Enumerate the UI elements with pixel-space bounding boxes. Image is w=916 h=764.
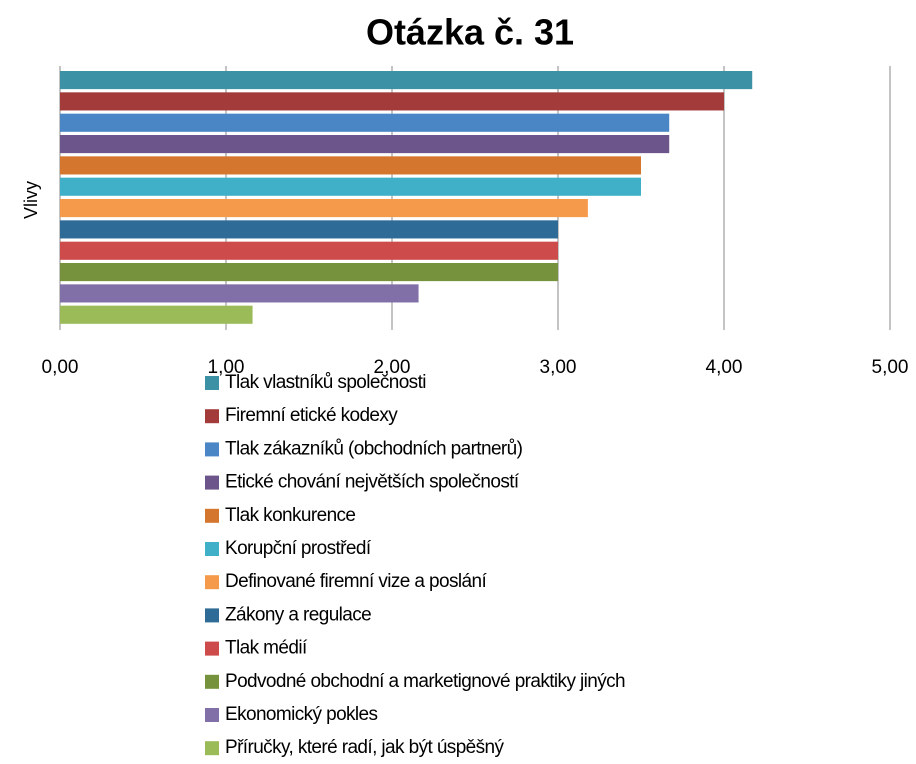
chart-title: Otázka č. 31 — [366, 12, 574, 53]
bar — [60, 284, 419, 303]
bar — [60, 177, 641, 196]
bar — [60, 220, 558, 239]
legend-label: Tlak zákazníků (obchodních partnerů) — [225, 438, 523, 459]
legend-label: Příručky, které radí, jak být úspěšný — [225, 737, 504, 758]
legend-swatch — [205, 608, 219, 623]
x-tick-label: 5,00 — [872, 357, 909, 378]
legend-swatch — [205, 542, 219, 556]
legend-label: Definované firemní vize a poslání — [225, 571, 487, 592]
legend-label: Ekonomický pokles — [225, 704, 378, 725]
legend-swatch — [205, 741, 219, 756]
bar — [60, 113, 670, 132]
legend-label: Podvodné obchodní a marketignové praktik… — [225, 671, 625, 692]
legend-label: Tlak konkurence — [225, 505, 355, 526]
bar — [60, 305, 253, 324]
legend-swatch — [205, 641, 219, 656]
legend-swatch — [205, 442, 219, 457]
legend-swatch — [205, 708, 219, 722]
x-tick-label: 1,00 — [208, 357, 245, 378]
legend-label: Firemní etické kodexy — [225, 405, 398, 426]
legend-swatch — [205, 674, 219, 689]
bar — [60, 156, 641, 175]
legend-swatch — [205, 475, 219, 490]
legend-swatch — [205, 376, 219, 390]
legend-label: Korupční prostředí — [225, 538, 372, 559]
bar — [60, 71, 753, 90]
x-tick-label: 0,00 — [42, 357, 79, 378]
legend-label: Tlak médií — [225, 638, 308, 659]
legend-swatch — [205, 409, 219, 424]
legend-swatch — [205, 508, 219, 523]
bar — [60, 92, 724, 111]
bar — [60, 135, 670, 154]
bar — [60, 199, 588, 218]
legend-label: Zákony a regulace — [225, 604, 371, 625]
bar — [60, 263, 558, 282]
legend-swatch — [205, 575, 219, 590]
bar — [60, 241, 558, 260]
y-tick-label: Vlivy — [21, 181, 41, 219]
legend-label: Tlak vlastníků společnosti — [225, 372, 426, 393]
x-tick-label: 2,00 — [374, 357, 411, 378]
x-tick-label: 3,00 — [540, 357, 577, 378]
x-tick-label: 4,00 — [706, 357, 743, 378]
legend-label: Etické chování největších společností — [225, 472, 520, 493]
